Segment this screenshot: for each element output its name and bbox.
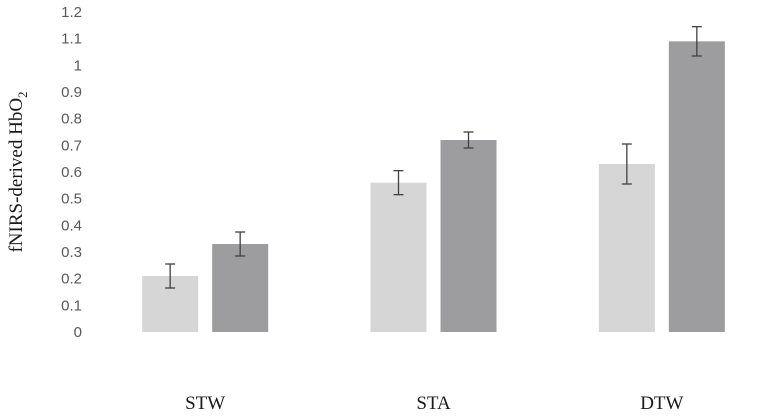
y-tick-label: 0	[74, 324, 82, 341]
error-bars	[165, 26, 702, 289]
y-tick-label: 1.1	[61, 31, 82, 48]
y-tick-label: 0.9	[61, 84, 82, 101]
y-tick-label: 0.3	[61, 244, 82, 261]
bar	[370, 182, 427, 332]
y-tick-label: 1.2	[61, 4, 82, 21]
y-tick-label: 0.1	[61, 297, 82, 314]
bar	[668, 41, 725, 332]
y-axis-label-main: fNIRS-derived HbO	[6, 98, 27, 253]
y-tick-label: 0.5	[61, 191, 82, 208]
bars	[142, 41, 725, 332]
y-tick-label: 0.4	[61, 217, 82, 234]
x-category-label: STW	[185, 393, 225, 414]
y-tick-label: 0.2	[61, 271, 82, 288]
y-tick-label: 1	[74, 57, 82, 74]
y-axis-label-subscript: 2	[15, 91, 30, 98]
bar	[212, 244, 269, 332]
bar	[598, 164, 655, 332]
y-axis-ticks: 0 0.1 0.2 0.3 0.4 0.5 0.6 0.7 0.8 0.9 1 1.1 1.2	[61, 4, 82, 341]
x-axis-labels: STW STA DTW	[185, 393, 683, 414]
y-tick-label: 0.6	[61, 164, 82, 181]
x-category-label: STA	[416, 393, 451, 414]
y-tick-label: 0.7	[61, 137, 82, 154]
y-axis-label: fNIRS-derived HbO2	[6, 91, 30, 252]
bar	[440, 140, 497, 332]
x-category-label: DTW	[640, 393, 683, 414]
y-tick-label: 0.8	[61, 111, 82, 128]
